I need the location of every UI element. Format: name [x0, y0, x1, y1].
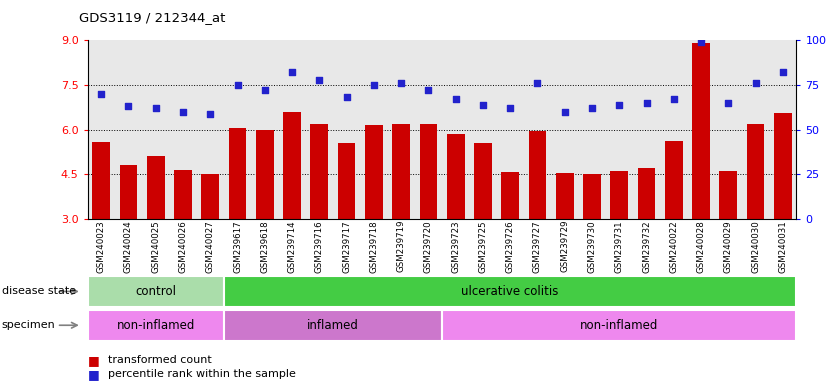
Point — [530, 80, 544, 86]
Text: GSM239618: GSM239618 — [260, 220, 269, 273]
Point — [749, 80, 762, 86]
Text: GSM239723: GSM239723 — [451, 220, 460, 273]
Bar — [665, 141, 683, 219]
Text: GSM239617: GSM239617 — [233, 220, 242, 273]
Text: percentile rank within the sample: percentile rank within the sample — [108, 369, 296, 379]
Text: GSM239731: GSM239731 — [615, 220, 624, 273]
Bar — [229, 128, 246, 219]
Text: GSM240030: GSM240030 — [751, 220, 760, 273]
Text: GSM239730: GSM239730 — [587, 220, 596, 273]
Bar — [284, 112, 301, 219]
Bar — [420, 124, 437, 219]
Bar — [774, 113, 791, 219]
Text: GSM239719: GSM239719 — [397, 220, 405, 273]
Bar — [555, 173, 574, 219]
Point — [585, 105, 599, 111]
Point — [612, 101, 626, 108]
Bar — [310, 124, 329, 219]
Text: disease state: disease state — [2, 286, 76, 296]
Point — [149, 105, 163, 111]
Bar — [610, 170, 628, 219]
Text: ■: ■ — [88, 354, 99, 367]
Bar — [638, 168, 656, 219]
Point — [94, 91, 108, 97]
Text: GSM239716: GSM239716 — [314, 220, 324, 273]
Text: GSM239714: GSM239714 — [288, 220, 297, 273]
Bar — [256, 130, 274, 219]
Point — [367, 82, 380, 88]
Point — [640, 100, 653, 106]
Point — [558, 109, 571, 115]
Text: GSM240023: GSM240023 — [97, 220, 106, 273]
Text: non-inflamed: non-inflamed — [580, 319, 658, 332]
Bar — [93, 142, 110, 219]
Point — [476, 101, 490, 108]
Text: GSM239732: GSM239732 — [642, 220, 651, 273]
Text: GSM240027: GSM240027 — [206, 220, 215, 273]
Text: GSM240029: GSM240029 — [724, 220, 733, 273]
Bar — [501, 172, 519, 219]
Point — [667, 96, 681, 102]
Text: GSM239718: GSM239718 — [369, 220, 379, 273]
Bar — [692, 43, 710, 219]
Text: control: control — [135, 285, 176, 298]
Bar — [720, 170, 737, 219]
Point — [313, 76, 326, 83]
Point — [340, 94, 354, 101]
Point — [258, 87, 271, 93]
Text: transformed count: transformed count — [108, 355, 212, 365]
Bar — [224, 310, 442, 341]
Text: GSM240028: GSM240028 — [696, 220, 706, 273]
Text: GSM240022: GSM240022 — [669, 220, 678, 273]
Bar — [88, 276, 224, 307]
Text: GSM239717: GSM239717 — [342, 220, 351, 273]
Bar — [88, 310, 224, 341]
Text: GSM240026: GSM240026 — [178, 220, 188, 273]
Text: GDS3119 / 212344_at: GDS3119 / 212344_at — [79, 12, 226, 25]
Bar — [338, 143, 355, 219]
Text: ■: ■ — [88, 368, 99, 381]
Point — [776, 70, 790, 76]
Text: non-inflamed: non-inflamed — [117, 319, 195, 332]
Point — [721, 100, 735, 106]
Bar — [583, 174, 600, 219]
Bar — [442, 310, 796, 341]
Bar — [174, 170, 192, 219]
Bar — [474, 143, 492, 219]
Bar — [201, 174, 219, 219]
Text: specimen: specimen — [2, 320, 55, 330]
Point — [504, 105, 517, 111]
Point — [449, 96, 462, 102]
Point — [422, 87, 435, 93]
Bar — [447, 134, 465, 219]
Text: GSM239720: GSM239720 — [424, 220, 433, 273]
Text: GSM240024: GSM240024 — [124, 220, 133, 273]
Point — [394, 80, 408, 86]
Point — [695, 39, 708, 45]
Point — [285, 70, 299, 76]
Bar — [147, 156, 164, 219]
Bar — [746, 124, 765, 219]
Text: GSM239726: GSM239726 — [505, 220, 515, 273]
Point — [122, 103, 135, 109]
Text: GSM239725: GSM239725 — [479, 220, 487, 273]
Text: GSM240025: GSM240025 — [151, 220, 160, 273]
Bar — [365, 125, 383, 219]
Bar — [119, 166, 138, 219]
Text: inflamed: inflamed — [307, 319, 359, 332]
Text: ulcerative colitis: ulcerative colitis — [461, 285, 559, 298]
Bar — [529, 131, 546, 219]
Text: GSM240031: GSM240031 — [778, 220, 787, 273]
Text: GSM239727: GSM239727 — [533, 220, 542, 273]
Text: GSM239729: GSM239729 — [560, 220, 570, 273]
Point — [176, 109, 189, 115]
Point — [231, 82, 244, 88]
Point — [203, 111, 217, 117]
Bar — [392, 124, 410, 219]
Bar — [224, 276, 796, 307]
